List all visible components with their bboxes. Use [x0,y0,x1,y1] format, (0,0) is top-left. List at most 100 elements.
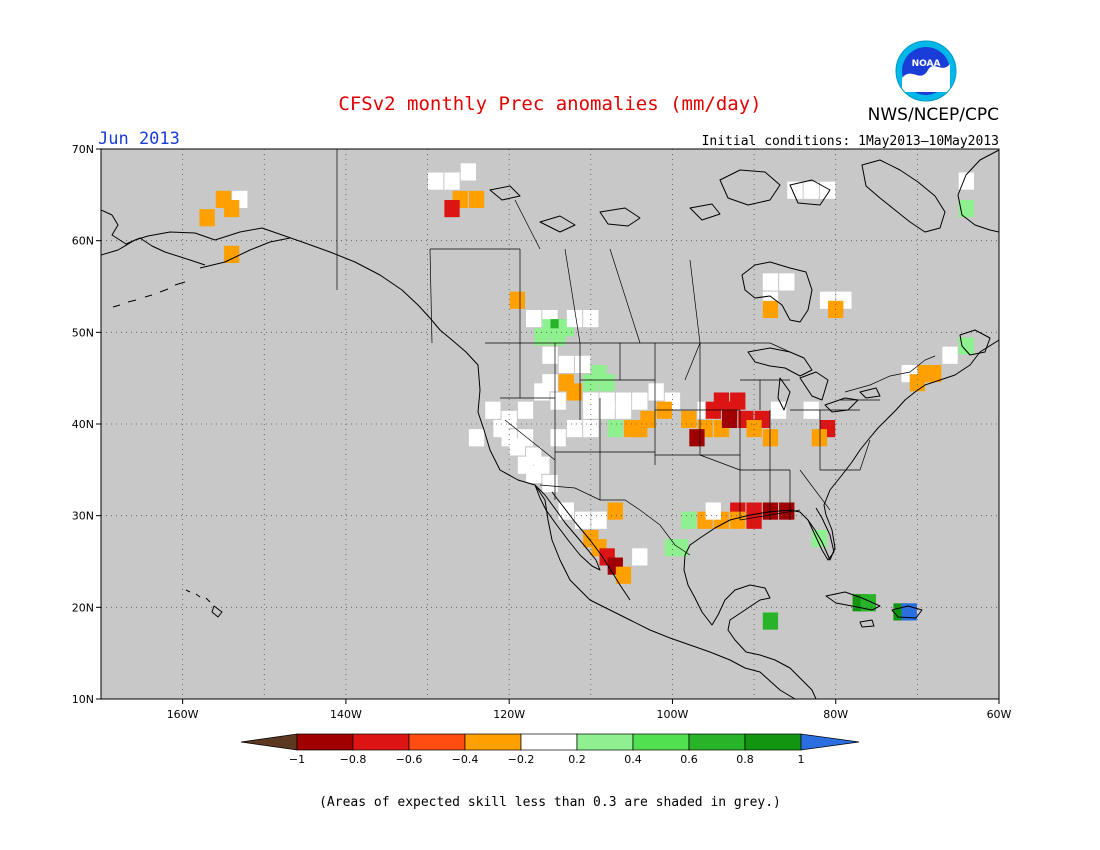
anomaly-cell [762,300,779,319]
anomaly-cell [942,346,958,364]
logo-text: NOAA [912,59,941,69]
anomaly-cell [787,181,803,199]
anomaly-cell [534,383,550,401]
anomaly-cell [468,429,485,447]
anomaly-cell [664,539,681,557]
coastline-cuba [825,591,881,611]
colorbar-swatch [520,733,578,751]
lat-tick-label: 10N [72,693,94,706]
coastline-great-lakes [747,347,881,413]
lat-tick-label: 70N [72,143,94,156]
anomaly-cell [509,438,525,456]
anomaly-cell [485,401,501,419]
coastline-hawaii [185,589,223,618]
colorbar-swatch [296,733,354,751]
footnote: (Areas of expected skill less than 0.3 a… [319,795,781,810]
anomaly-cell [811,429,828,447]
anomaly-cell [779,273,795,291]
chart-title: CFSv2 monthly Prec anomalies (mm/day) [338,93,761,115]
anomaly-cell [819,181,836,199]
coastline-jamaica [859,619,875,628]
anomaly-cell [607,502,623,520]
coastline-hudson-bay [741,261,813,323]
anomaly-cell [526,465,542,484]
coastline-hispaniola [891,605,923,619]
political-borders [336,149,936,556]
colorbar-swatch [744,733,802,751]
colorbar-swatch [352,733,410,751]
lat-tick-label: 60N [72,235,94,248]
anomaly-cell [958,199,974,218]
anomaly-cell [534,328,550,346]
anomaly-cell [223,245,240,264]
anomaly-cell [779,502,795,520]
anomaly-cell [762,612,779,630]
coastline-aleutians [112,237,291,308]
anomaly-cell [860,594,877,612]
lon-tick-label: 120W [493,708,525,721]
anomaly-cell [509,291,525,309]
state-borders [500,342,880,521]
coastlines [101,149,999,699]
anomaly-cell [583,401,599,419]
anomaly-cell [632,548,648,566]
coastline-arctic-islands [489,169,831,233]
anomaly-cell [721,410,738,429]
anomaly-cell [526,309,542,328]
anomaly-cell [607,419,623,438]
colorbar-label: −0.4 [452,753,479,766]
colorbar-label: 0.4 [624,753,642,766]
lon-tick-label: 140W [330,708,362,721]
anomaly-cell [468,190,485,209]
colorbar-low-arrow [240,733,298,751]
graticule [101,149,999,699]
lat-tick-label: 50N [72,326,94,339]
anomaly-cell [705,502,721,520]
colorbar-label: 0.8 [736,753,754,766]
colorbar-swatch [408,733,466,751]
anomaly-cell [575,355,591,374]
coastline-baffin [861,159,946,233]
lon-tick-label: 60W [987,708,1012,721]
anomaly-cell [542,346,558,364]
anomaly-cell [517,401,534,419]
anomaly-cell [575,511,591,529]
anomaly-cell [223,199,240,218]
anomaly-cell [909,374,926,392]
coastline-florida [807,507,835,561]
anomaly-cell [550,429,566,447]
colorbar-swatch [464,733,522,751]
colorbar-label: −1 [289,753,305,766]
colorbar-swatch [688,733,746,751]
anomaly-cell [713,392,730,410]
anomaly-cell [648,383,664,401]
colorbar: −1 −0.8 −0.6 −0.4 −0.2 0.2 0.4 0.6 0.8 1 [240,733,860,766]
initial-conditions-label: Initial conditions: 1May2013–10May2013 [702,134,999,149]
coastline-newfoundland [959,329,991,356]
longitude-tick-labels: 160W 140W 120W 100W 80W 60W [167,699,1012,721]
colorbar-label: −0.8 [340,753,367,766]
colorbar-high-arrow [800,733,860,751]
colorbar-label: −0.6 [396,753,423,766]
colorbar-label: 0.2 [568,753,586,766]
coastline-alaska-west [101,209,206,266]
anomaly-cell [428,172,444,190]
anomaly-cell [542,474,558,493]
anomaly-cell [746,511,762,529]
coastline-gulf-california [551,491,631,601]
anomaly-cell [444,172,460,190]
map-background [101,149,999,699]
colorbar-label: −0.2 [508,753,535,766]
anomaly-cell [444,199,460,218]
anomaly-cell [811,529,828,548]
agency-label: NWS/NCEP/CPC [868,105,999,125]
map-area: 160W 140W 120W 100W 80W 60W 10N 20N 30N 40N 50N 60… [72,143,1012,721]
anomaly-cell [762,273,779,291]
anomaly-cell [958,337,974,355]
anomaly-cell [681,410,697,429]
anomaly-cell [583,309,599,328]
anomaly-cell [926,364,942,383]
anomaly-cells [199,163,974,630]
forecast-month: Jun 2013 [98,129,180,149]
coastline-baja [534,484,601,571]
